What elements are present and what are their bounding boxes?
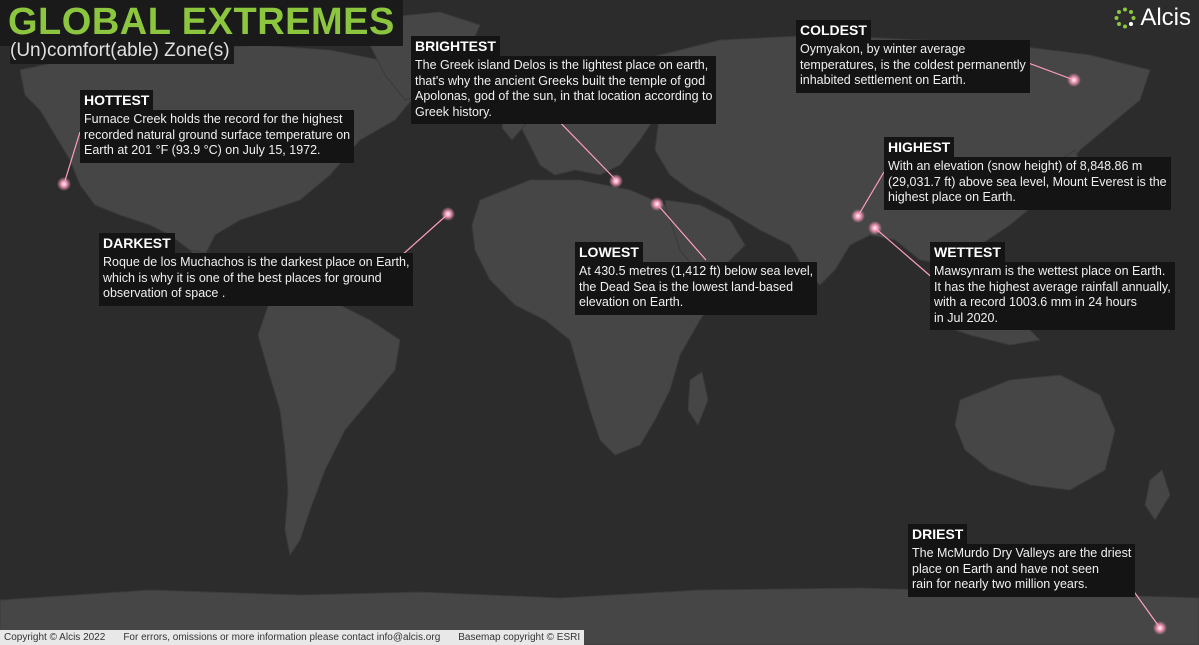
- marker-lowest: [650, 197, 664, 211]
- callout-highest-label: HIGHEST: [884, 137, 955, 157]
- footer: Copyright © Alcis 2022 For errors, omiss…: [0, 630, 585, 645]
- callout-hottest-text: Furnace Creek holds the record for the h…: [80, 110, 355, 163]
- landmass-south-america: [257, 294, 401, 557]
- callout-brightest-text: The Greek island Delos is the lightest p…: [411, 56, 717, 124]
- callout-hottest: HOTTEST Furnace Creek holds the record f…: [80, 90, 355, 163]
- callout-coldest: COLDEST Oymyakon, by winter average temp…: [796, 20, 1030, 93]
- callout-wettest-label: WETTEST: [930, 242, 1005, 262]
- callout-wettest: WETTEST Mawsynram is the wettest place o…: [930, 242, 1175, 330]
- callout-lowest-label: LOWEST: [575, 242, 643, 262]
- landmass-madagascar: [687, 371, 709, 427]
- marker-brightest: [609, 174, 623, 188]
- callout-coldest-label: COLDEST: [796, 20, 871, 40]
- callout-darkest: DARKEST Roque de los Muchachos is the da…: [99, 233, 414, 306]
- footer-copyright: Copyright © Alcis 2022: [4, 632, 106, 643]
- callout-darkest-text: Roque de los Muchachos is the darkest pl…: [99, 253, 414, 306]
- title-block: GLOBAL EXTREMES: [0, 0, 403, 46]
- footer-contact: For errors, omissions or more informatio…: [123, 632, 441, 643]
- callout-lowest: LOWEST At 430.5 metres (1,412 ft) below …: [575, 242, 818, 315]
- landmass-australia: [954, 374, 1116, 491]
- alcis-logo: Alcis: [1114, 4, 1191, 32]
- marker-coldest: [1067, 73, 1081, 87]
- callout-highest: HIGHEST With an elevation (snow height) …: [884, 137, 1171, 210]
- callout-darkest-label: DARKEST: [99, 233, 175, 253]
- callout-highest-text: With an elevation (snow height) of 8,848…: [884, 157, 1171, 210]
- callout-driest-label: DRIEST: [908, 524, 968, 544]
- leader-line-lowest: [656, 203, 707, 261]
- location-markers: [57, 73, 1167, 635]
- callout-hottest-label: HOTTEST: [80, 90, 154, 110]
- alcis-logo-icon: [1114, 7, 1136, 29]
- marker-wettest: [868, 221, 882, 235]
- marker-driest: [1153, 621, 1167, 635]
- marker-highest: [851, 209, 865, 223]
- page-title: GLOBAL EXTREMES: [8, 1, 395, 43]
- marker-darkest: [441, 207, 455, 221]
- alcis-logo-text: Alcis: [1140, 4, 1191, 31]
- leader-line-highest: [857, 171, 885, 217]
- callout-coldest-text: Oymyakon, by winter average temperatures…: [796, 40, 1030, 93]
- footer-basemap: Basemap copyright © ESRI: [458, 632, 581, 643]
- callout-driest-text: The McMurdo Dry Valleys are the driest p…: [908, 544, 1136, 597]
- landmass-new-zealand: [1144, 469, 1171, 521]
- callout-wettest-text: Mawsynram is the wettest place on Earth.…: [930, 262, 1175, 330]
- leader-line-hottest: [63, 131, 81, 185]
- leader-line-wettest: [874, 227, 936, 281]
- callout-driest: DRIEST The McMurdo Dry Valleys are the d…: [908, 524, 1136, 597]
- marker-hottest: [57, 177, 71, 191]
- page-subtitle: (Un)comfort(able) Zone(s): [10, 40, 234, 64]
- callout-brightest: BRIGHTEST The Greek island Delos is the …: [411, 36, 717, 124]
- callout-brightest-label: BRIGHTEST: [411, 36, 500, 56]
- callout-lowest-text: At 430.5 metres (1,412 ft) below sea lev…: [575, 262, 818, 315]
